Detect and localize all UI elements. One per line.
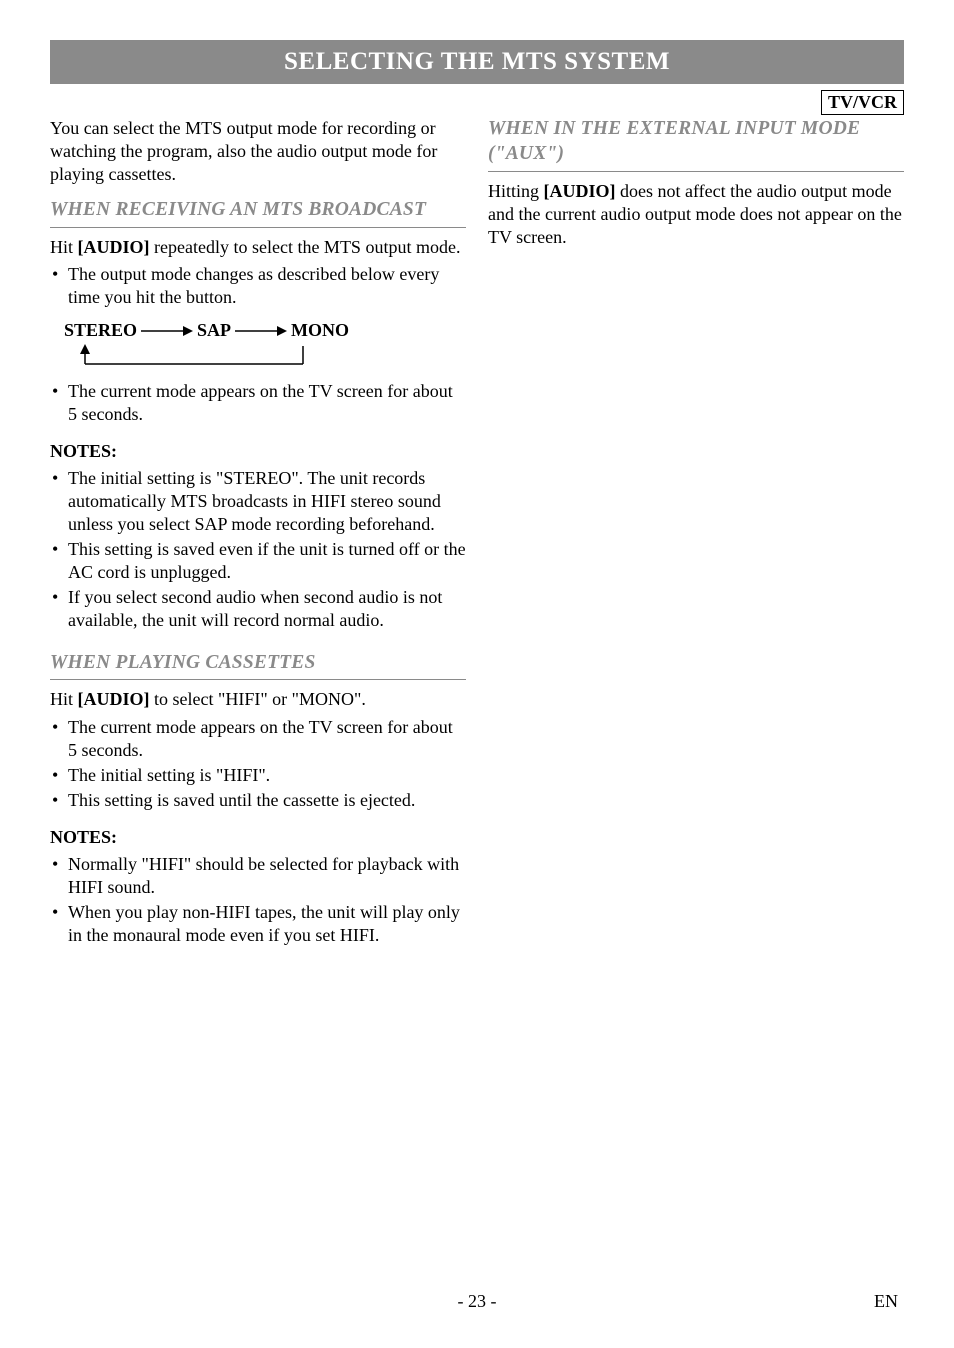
text-post: repeatedly to select the MTS output mode… [150,237,461,257]
page-header: SELECTING THE MTS SYSTEM [50,40,904,84]
intro-paragraph: You can select the MTS output mode for r… [50,117,466,186]
list-item: This setting is saved until the cassette… [50,789,466,812]
section-rule [50,227,466,228]
section-mts-broadcast: WHEN RECEIVING AN MTS BROADCAST Hit [AUD… [50,198,466,632]
section-heading: WHEN IN THE EXTERNAL INPUT MODE ("AUX") [488,117,904,167]
flow-stereo: STEREO [64,319,137,342]
section-playing-cassettes: WHEN PLAYING CASSETTES Hit [AUDIO] to se… [50,651,466,947]
text-pre: Hitting [488,181,544,201]
notes-heading: NOTES: [50,826,466,849]
button-label-audio: [AUDIO] [544,181,616,201]
language-code: EN [874,1291,898,1312]
list-item: Normally "HIFI" should be selected for p… [50,853,466,899]
list-item: The current mode appears on the TV scree… [50,380,466,426]
list-item: The output mode changes as described bel… [50,263,466,309]
section-heading: WHEN RECEIVING AN MTS BROADCAST [50,198,466,223]
bullet-list: The current mode appears on the TV scree… [50,716,466,812]
notes-heading: NOTES: [50,440,466,463]
tv-vcr-badge: TV/VCR [821,90,904,115]
section-rule [488,171,904,172]
right-column: WHEN IN THE EXTERNAL INPUT MODE ("AUX") … [488,117,904,951]
list-item: The initial setting is "HIFI". [50,764,466,787]
left-column: You can select the MTS output mode for r… [50,117,466,951]
bullet-list: The current mode appears on the TV scree… [50,380,466,426]
instruction-line: Hit [AUDIO] to select "HIFI" or "MONO". [50,688,466,711]
button-label-audio: [AUDIO] [78,237,150,257]
instruction-line: Hitting [AUDIO] does not affect the audi… [488,180,904,249]
bullet-list: The output mode changes as described bel… [50,263,466,309]
text-pre: Hit [50,237,78,257]
section-external-input: WHEN IN THE EXTERNAL INPUT MODE ("AUX") … [488,117,904,249]
page-footer: - 23 - EN [0,1291,954,1312]
badge-row: TV/VCR [50,90,904,115]
text-pre: Hit [50,689,78,709]
loop-arrow-icon [79,344,466,372]
list-item: This setting is saved even if the unit i… [50,538,466,584]
flow-row: STEREO SAP MONO [64,319,466,342]
page-number: - 23 - [458,1291,497,1312]
notes-list: The initial setting is "STEREO". The uni… [50,467,466,632]
list-item: When you play non-HIFI tapes, the unit w… [50,901,466,947]
text-post: to select "HIFI" or "MONO". [150,689,366,709]
button-label-audio: [AUDIO] [78,689,150,709]
content-columns: You can select the MTS output mode for r… [50,117,904,951]
section-rule [50,679,466,680]
flow-sap: SAP [197,319,231,342]
section-heading: WHEN PLAYING CASSETTES [50,651,466,676]
arrow-right-icon [235,325,287,337]
list-item: The initial setting is "STEREO". The uni… [50,467,466,536]
notes-list: Normally "HIFI" should be selected for p… [50,853,466,947]
instruction-line: Hit [AUDIO] repeatedly to select the MTS… [50,236,466,259]
flow-mono: MONO [291,319,349,342]
list-item: If you select second audio when second a… [50,586,466,632]
arrow-right-icon [141,325,193,337]
list-item: The current mode appears on the TV scree… [50,716,466,762]
flow-diagram: STEREO SAP MONO [64,319,466,372]
